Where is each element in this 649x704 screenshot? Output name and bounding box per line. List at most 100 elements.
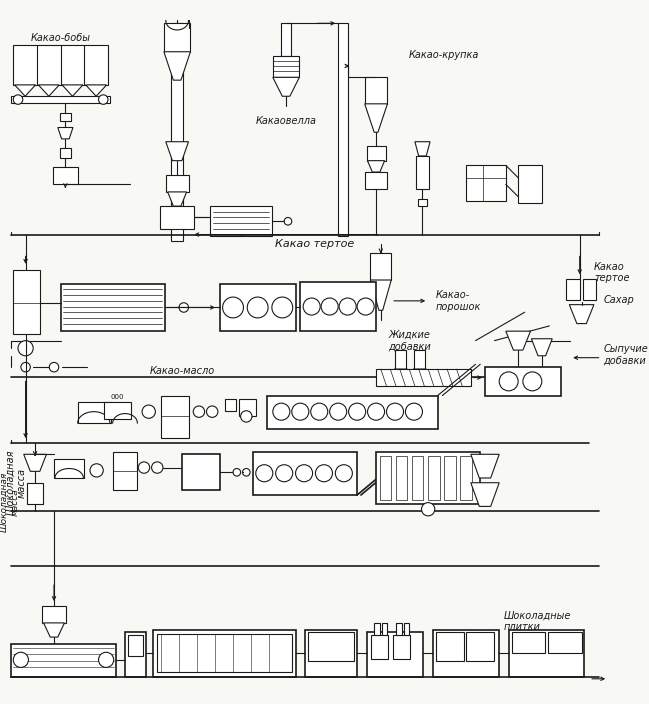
Circle shape [284,218,292,225]
Bar [182,454,220,490]
Polygon shape [164,51,190,80]
Polygon shape [532,339,552,356]
Bar [460,456,472,500]
Circle shape [18,341,33,356]
Polygon shape [471,483,499,506]
Circle shape [223,297,243,318]
Circle shape [21,363,31,372]
Polygon shape [24,454,47,472]
Text: Шоколадная
масса: Шоколадная масса [5,450,27,515]
Bar [305,629,357,677]
Bar [12,643,116,677]
Bar [414,350,425,369]
Bar [225,399,236,410]
Circle shape [406,403,422,420]
Circle shape [330,403,347,420]
Bar [376,453,480,505]
Bar [113,453,138,490]
Bar [418,199,427,206]
Circle shape [367,403,385,420]
Bar [412,456,423,500]
Circle shape [193,406,204,417]
Text: 000: 000 [111,394,124,401]
Bar [60,113,71,121]
Bar [220,284,295,331]
Bar [395,350,406,369]
Bar [485,367,561,396]
Bar [382,623,387,635]
Bar [583,279,596,300]
Text: Шоколадные
плитки: Шоколадные плитки [504,610,571,631]
Bar [433,629,499,677]
Polygon shape [367,161,385,172]
Bar [267,396,437,429]
Text: Какаовелла: Какаовелла [256,116,317,126]
Circle shape [247,297,268,318]
Circle shape [49,363,59,372]
Circle shape [99,653,114,667]
Bar [60,149,71,158]
Circle shape [499,372,518,391]
Bar [404,623,410,635]
Bar [416,156,429,189]
Bar [435,632,464,661]
Bar [518,165,542,203]
Bar [445,456,456,500]
Bar [210,206,272,237]
Circle shape [276,465,293,482]
Circle shape [311,403,328,420]
Bar [365,77,387,103]
Circle shape [303,298,320,315]
Polygon shape [86,85,106,96]
Bar [171,23,183,241]
Bar [78,402,111,423]
Text: Какао-крупка: Какао-крупка [410,49,480,60]
Bar [239,399,256,416]
Circle shape [422,503,435,516]
Bar [253,453,357,495]
Polygon shape [165,142,188,161]
Polygon shape [569,305,594,324]
Circle shape [138,462,150,473]
Circle shape [13,653,29,667]
Bar [509,629,585,677]
Text: Какао
тертое: Какао тертое [594,262,630,283]
Text: Жидкие
добавки: Жидкие добавки [388,330,430,351]
Polygon shape [365,103,387,132]
Circle shape [256,465,273,482]
Polygon shape [15,85,36,96]
Polygon shape [62,85,83,96]
Polygon shape [506,331,530,350]
Bar [13,45,108,85]
Bar [380,456,391,500]
Bar [371,253,391,280]
Polygon shape [471,454,499,478]
Circle shape [13,95,23,104]
Bar [567,279,580,300]
Bar [300,282,376,331]
Circle shape [90,464,103,477]
Bar [54,459,84,478]
Circle shape [387,403,404,420]
Text: Сыпучие
добавки: Сыпучие добавки [604,344,648,365]
Bar [511,632,545,653]
Bar [273,56,299,77]
Circle shape [295,465,313,482]
Text: Какао тертое: Какао тертое [275,239,354,249]
Bar [308,632,354,661]
Bar [104,402,130,420]
Bar [376,369,471,386]
Circle shape [339,298,356,315]
Polygon shape [394,369,408,380]
Polygon shape [38,85,59,96]
Polygon shape [413,369,426,380]
Bar [161,396,190,438]
Circle shape [321,298,338,315]
Bar [428,456,439,500]
Polygon shape [371,280,391,310]
Bar [53,168,78,184]
Circle shape [357,298,374,315]
Bar [12,96,110,103]
Circle shape [142,405,155,418]
Polygon shape [43,623,64,637]
